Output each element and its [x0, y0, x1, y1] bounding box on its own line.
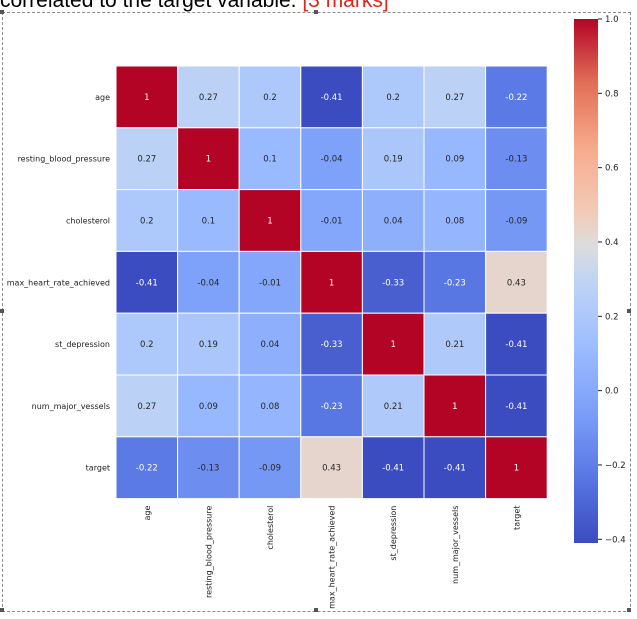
cell-value-label: 0.19 — [199, 340, 218, 350]
colorbar-tick-label: 0.8 — [605, 89, 619, 99]
cell-value-label: 0.27 — [137, 402, 156, 412]
cell-value-label: 1 — [514, 464, 519, 474]
cell-value-label: -0.04 — [197, 278, 219, 288]
cell-value-label: -0.09 — [259, 464, 281, 474]
colorbar-tick-label: 0.6 — [605, 164, 619, 174]
cell-value-label: 1 — [206, 155, 211, 165]
colorbar-tick-label: −0.2 — [605, 461, 626, 471]
y-tick-label: st_depression — [55, 340, 110, 349]
cell-value-label: 0.27 — [445, 93, 464, 103]
x-tick-label: num_major_vessels — [451, 506, 460, 584]
colorbar-tick-label: 1.0 — [605, 15, 619, 25]
colorbar-gradient — [574, 19, 598, 543]
cell-value-label: -0.09 — [505, 217, 527, 227]
cell-value-label: 0.1 — [263, 155, 277, 165]
cell-value-label: 0.2 — [263, 93, 277, 103]
correlation-heatmap: 1 0.27 0.2 -0.41 0.2 0.27 -0.22 0.27 1 0.1 -0.04 0.… — [0, 0, 637, 619]
cell-value-label: -0.41 — [382, 464, 404, 474]
x-tick-label: resting_blood_pressure — [204, 506, 213, 599]
cell-value-label: 1 — [144, 93, 149, 103]
cell-value-label: 0.09 — [445, 155, 464, 165]
y-tick-label: resting_blood_pressure — [18, 155, 111, 164]
x-tick-label: target — [512, 506, 521, 530]
cell-value-label: -0.22 — [136, 464, 158, 474]
cell-value-label: 1 — [267, 217, 272, 227]
x-tick-label: max_heart_rate_achieved — [328, 506, 337, 609]
cell-value-label: -0.13 — [197, 464, 219, 474]
cell-value-label: 0.43 — [507, 278, 526, 288]
cell-value-label: 0.2 — [386, 93, 400, 103]
y-axis-tick-labels: age resting_blood_pressure cholesterol max_… — [7, 93, 110, 473]
cell-value-label: -0.41 — [505, 402, 527, 412]
cell-value-label: -0.41 — [444, 464, 466, 474]
cell-value-label: -0.33 — [382, 278, 404, 288]
colorbar: 1.0 0.8 0.6 0.4 0.2 0.0 −0.2 −0.4 — [574, 15, 626, 545]
cell-value-label: 0.04 — [384, 217, 403, 227]
x-axis-tick-labels: age resting_blood_pressure cholesterol max_… — [143, 506, 522, 609]
y-tick-label: target — [86, 464, 110, 473]
x-tick-label: age — [143, 506, 152, 521]
y-tick-label: cholesterol — [66, 217, 110, 226]
cell-value-label: -0.04 — [321, 155, 343, 165]
cell-value-label: 0.21 — [384, 402, 403, 412]
cell-value-label: -0.01 — [259, 278, 281, 288]
cell-value-label: -0.41 — [136, 278, 158, 288]
cell-value-label: 0.21 — [445, 340, 464, 350]
cell-value-label: 1 — [390, 340, 395, 350]
colorbar-tick-label: 0.0 — [605, 387, 619, 397]
cell-value-label: -0.41 — [321, 93, 343, 103]
cell-value-label: 1 — [452, 402, 457, 412]
cell-value-label: -0.01 — [321, 217, 343, 227]
cell-value-label: -0.23 — [321, 402, 343, 412]
cell-value-label: 0.27 — [199, 93, 218, 103]
cell-value-label: 0.08 — [445, 217, 464, 227]
cell-value-label: 0.27 — [137, 155, 156, 165]
cell-value-label: -0.23 — [444, 278, 466, 288]
cell-value-label: 0.2 — [140, 340, 154, 350]
colorbar-ticks: 1.0 0.8 0.6 0.4 0.2 0.0 −0.2 −0.4 — [598, 15, 626, 545]
cell-value-label: 0.1 — [202, 217, 216, 227]
y-tick-label: age — [95, 93, 110, 102]
cell-value-label: 1 — [329, 278, 334, 288]
cell-value-label: -0.13 — [505, 155, 527, 165]
x-tick-label: cholesterol — [266, 506, 275, 550]
cell-value-label: 0.43 — [322, 464, 341, 474]
cell-value-label: -0.33 — [321, 340, 343, 350]
cell-value-label: 0.19 — [384, 155, 403, 165]
y-tick-label: num_major_vessels — [32, 402, 110, 411]
cell-value-label: 0.09 — [199, 402, 218, 412]
colorbar-tick-label: −0.4 — [605, 535, 626, 545]
colorbar-tick-label: 0.4 — [605, 238, 619, 248]
cell-value-label: 0.04 — [261, 340, 280, 350]
colorbar-tick-label: 0.2 — [605, 312, 619, 322]
cell-value-label: 0.2 — [140, 217, 154, 227]
cell-value-label: 0.08 — [261, 402, 280, 412]
y-tick-label: max_heart_rate_achieved — [7, 278, 110, 287]
cell-value-label: -0.22 — [505, 93, 527, 103]
x-tick-label: st_depression — [389, 506, 398, 561]
cell-value-label: -0.41 — [505, 340, 527, 350]
